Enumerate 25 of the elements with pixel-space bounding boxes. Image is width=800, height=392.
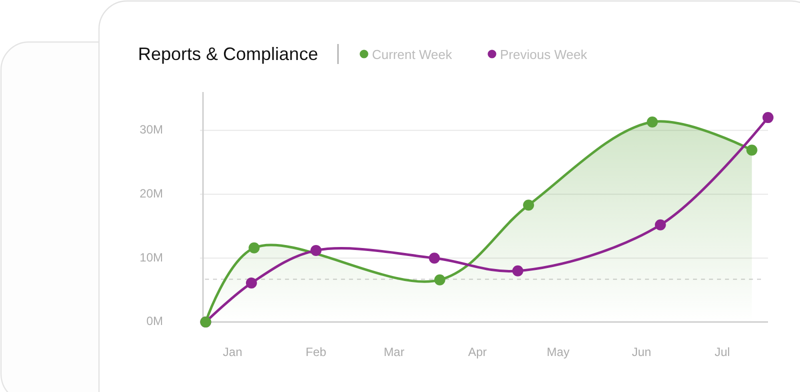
y-tick-label: 30M	[140, 122, 164, 137]
point	[248, 242, 260, 254]
y-tick-label: 20M	[140, 186, 164, 200]
legend-label: Previous Week	[500, 47, 588, 62]
point	[523, 200, 534, 211]
point	[428, 252, 440, 264]
legend-label: Current Week	[372, 47, 452, 62]
point	[746, 144, 758, 156]
x-tick-label: Mar	[384, 345, 404, 359]
point	[246, 278, 257, 289]
chart-title: Reports & Compliance	[138, 44, 318, 64]
point	[654, 219, 666, 230]
point	[512, 265, 524, 276]
x-tick-label: Jan	[222, 345, 242, 359]
x-tick-label: Jun	[632, 345, 652, 359]
point	[434, 274, 446, 286]
y-tick-label: 10M	[140, 250, 164, 264]
point	[310, 244, 322, 256]
point	[646, 116, 658, 128]
point	[762, 112, 774, 124]
y-tick-label: 0M	[146, 314, 163, 328]
x-tick-label: Jul	[714, 345, 730, 359]
x-tick-label: Apr	[468, 345, 487, 359]
x-tick-label: Feb	[306, 345, 327, 359]
x-tick-label: May	[546, 345, 570, 359]
